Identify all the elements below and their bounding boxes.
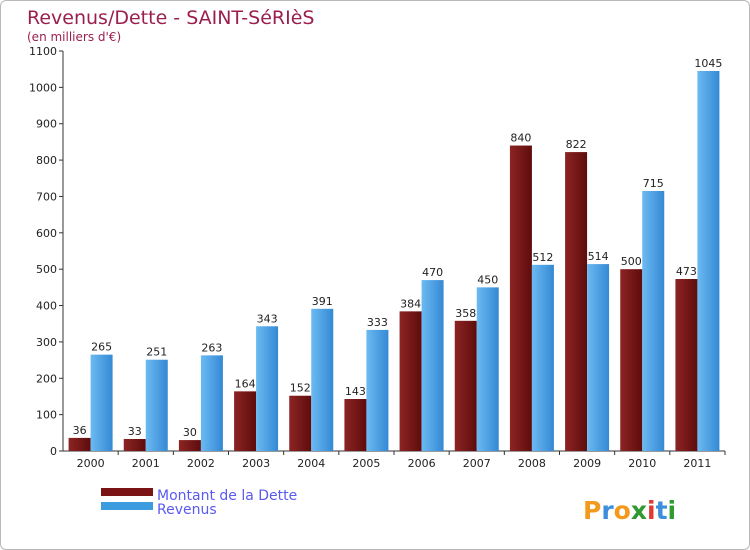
data-label-debt: 36: [73, 424, 87, 437]
logo-letter: r: [601, 496, 614, 525]
data-label-debt: 822: [566, 138, 587, 151]
proxiti-logo: Proxiti: [583, 496, 676, 525]
bar-debt: [620, 269, 643, 451]
x-tick-label: 2006: [408, 457, 436, 470]
data-label-revenue: 470: [422, 266, 443, 279]
logo-letter: i: [668, 496, 677, 525]
bar-revenue: [200, 355, 223, 451]
y-tick-label: 900: [36, 118, 57, 131]
x-tick-label: 2008: [518, 457, 546, 470]
data-label-revenue: 715: [643, 177, 664, 190]
bar-debt: [234, 391, 257, 451]
bar-revenue: [311, 308, 334, 451]
data-label-debt: 358: [455, 307, 476, 320]
y-tick-label: 800: [36, 154, 57, 167]
x-tick-label: 2007: [463, 457, 491, 470]
bar-revenue: [90, 354, 113, 451]
legend-label-debt: Montant de la Dette: [157, 488, 297, 504]
bar-revenue: [587, 264, 610, 451]
bar-revenue: [476, 287, 499, 451]
y-tick-label: 1000: [29, 81, 57, 94]
logo-letter: i: [647, 496, 656, 525]
logo-text: Proxiti: [583, 496, 676, 525]
data-label-debt: 500: [621, 255, 642, 268]
legend-swatch-revenue: [101, 502, 153, 510]
x-tick-label: 2002: [187, 457, 215, 470]
data-label-debt: 30: [183, 426, 197, 439]
data-label-revenue: 251: [146, 346, 167, 359]
bar-debt: [289, 395, 312, 451]
logo-letter: P: [583, 496, 601, 525]
bar-debt: [454, 320, 477, 451]
x-tick-label: 2010: [628, 457, 656, 470]
y-tick-label: 300: [36, 336, 57, 349]
bar-revenue: [697, 71, 720, 451]
y-tick-label: 400: [36, 300, 57, 313]
data-label-debt: 384: [400, 297, 421, 310]
bar-debt: [344, 399, 367, 451]
x-tick-label: 2005: [352, 457, 380, 470]
bar-debt: [509, 145, 532, 451]
data-label-revenue: 265: [91, 341, 112, 354]
data-label-revenue: 343: [257, 312, 278, 325]
chart-subtitle: (en milliers d'€): [27, 30, 121, 44]
data-label-debt: 152: [290, 382, 311, 395]
x-tick-label: 2011: [683, 457, 711, 470]
legend-label-revenue: Revenus: [157, 502, 217, 518]
x-tick-label: 2004: [297, 457, 325, 470]
y-tick-label: 600: [36, 227, 57, 240]
bar-debt: [123, 439, 146, 451]
logo-letter: x: [631, 496, 647, 525]
bar-debt: [675, 279, 698, 451]
data-label-revenue: 514: [588, 250, 609, 263]
data-label-revenue: 333: [367, 316, 388, 329]
legend-swatch-debt: [101, 488, 153, 496]
bar-revenue: [531, 264, 554, 451]
x-tick-label: 2003: [242, 457, 270, 470]
data-label-debt: 840: [510, 132, 531, 145]
data-label-debt: 473: [676, 265, 697, 278]
y-tick-label: 700: [36, 190, 57, 203]
data-label-debt: 164: [235, 377, 256, 390]
bar-debt: [178, 440, 201, 451]
y-tick-label: 0: [50, 445, 57, 458]
bar-debt: [565, 152, 588, 451]
data-label-revenue: 450: [477, 273, 498, 286]
bar-debt: [68, 437, 91, 451]
data-label-debt: 143: [345, 385, 366, 398]
bars: 36 265 33 251 30 263 164 343 152 391 143 333 384 470 3…: [68, 57, 722, 451]
data-label-revenue: 512: [532, 251, 553, 264]
y-tick-label: 100: [36, 409, 57, 422]
axes: 0 100 200 300 400 500 600 700 800 900 1000 1100 2000…: [29, 45, 726, 470]
x-tick-label: 2001: [132, 457, 160, 470]
data-label-revenue: 391: [312, 295, 333, 308]
data-label-revenue: 263: [201, 341, 222, 354]
y-tick-label: 1100: [29, 45, 57, 58]
chart-title: Revenus/Dette - SAINT-SéRIèS: [27, 7, 314, 29]
y-tick-label: 200: [36, 372, 57, 385]
x-tick-label: 2009: [573, 457, 601, 470]
data-label-debt: 33: [128, 425, 142, 438]
bar-revenue: [145, 359, 168, 451]
bar-revenue: [256, 326, 279, 451]
bar-debt: [399, 311, 422, 451]
bar-revenue: [421, 280, 444, 451]
logo-letter: t: [656, 496, 668, 525]
data-label-revenue: 1045: [694, 57, 722, 70]
bar-revenue: [642, 191, 665, 451]
bar-revenue: [366, 329, 389, 451]
y-tick-label: 500: [36, 263, 57, 276]
logo-letter: o: [614, 496, 631, 525]
x-tick-label: 2000: [77, 457, 105, 470]
